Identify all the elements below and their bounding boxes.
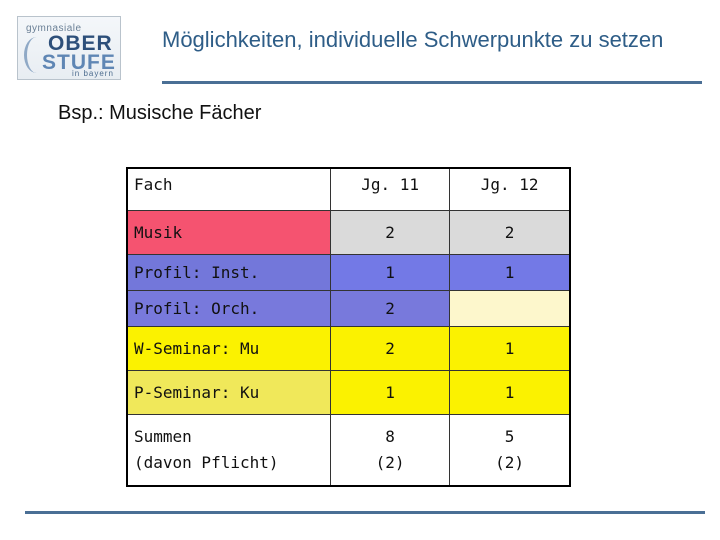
table-row: Musik 2 2: [126, 209, 571, 255]
pflicht-jg12: (2): [495, 452, 525, 472]
cell-jg12: [449, 289, 571, 327]
cell-fach: Musik: [126, 209, 331, 255]
subtitle: Bsp.: Musische Fächer: [58, 102, 262, 124]
footer-rule: [25, 511, 705, 514]
header-jg12: Jg. 12: [449, 167, 571, 211]
cell-jg12: 5 (2): [449, 413, 571, 487]
cell-jg11: 8 (2): [329, 413, 451, 487]
table-row: P-Seminar: Ku 1 1: [126, 369, 571, 415]
page-title: Möglichkeiten, individuelle Schwerpunkte…: [162, 27, 664, 52]
header-jg11: Jg. 11: [329, 167, 451, 211]
sum-jg12: 5: [504, 426, 515, 446]
table-row: W-Seminar: Mu 2 1: [126, 325, 571, 371]
cell-fach: W-Seminar: Mu: [126, 325, 331, 371]
subject-table: Fach Jg. 11 Jg. 12 Musik 2 2 Profil: Ins…: [126, 167, 571, 487]
logo-text-3: STUFE: [42, 51, 116, 74]
logo-swoosh: [24, 37, 49, 73]
pflicht-label: (davon Pflicht): [134, 452, 279, 472]
summen-label: Summen: [134, 426, 192, 446]
cell-jg12: 2: [449, 209, 571, 255]
table-row-summen: Summen (davon Pflicht) 8 (2) 5 (2): [126, 413, 571, 487]
cell-jg11: 1: [329, 369, 451, 415]
cell-jg11: 2: [329, 325, 451, 371]
pflicht-jg11: (2): [375, 452, 405, 472]
cell-jg12: 1: [449, 369, 571, 415]
logo-text-1: gymnasiale: [26, 23, 82, 34]
cell-fach: Summen (davon Pflicht): [126, 413, 331, 487]
cell-jg12: 1: [449, 253, 571, 291]
cell-fach: Profil: Orch.: [126, 289, 331, 327]
header-fach: Fach: [126, 167, 331, 211]
logo-text-2: OBER: [48, 32, 113, 55]
cell-jg11: 1: [329, 253, 451, 291]
sum-jg11: 8: [385, 426, 395, 446]
cell-jg11: 2: [329, 209, 451, 255]
table-row: Profil: Inst. 1 1: [126, 253, 571, 291]
logo-text-4: in bayern: [72, 69, 114, 78]
cell-jg12: 1: [449, 325, 571, 371]
cell-jg11: 2: [329, 289, 451, 327]
cell-fach: Profil: Inst.: [126, 253, 331, 291]
table-header-row: Fach Jg. 11 Jg. 12: [126, 167, 571, 211]
table-row: Profil: Orch. 2: [126, 289, 571, 327]
cell-fach: P-Seminar: Ku: [126, 369, 331, 415]
title-underline: [162, 81, 702, 84]
logo: gymnasiale OBER STUFE in bayern: [17, 16, 121, 80]
